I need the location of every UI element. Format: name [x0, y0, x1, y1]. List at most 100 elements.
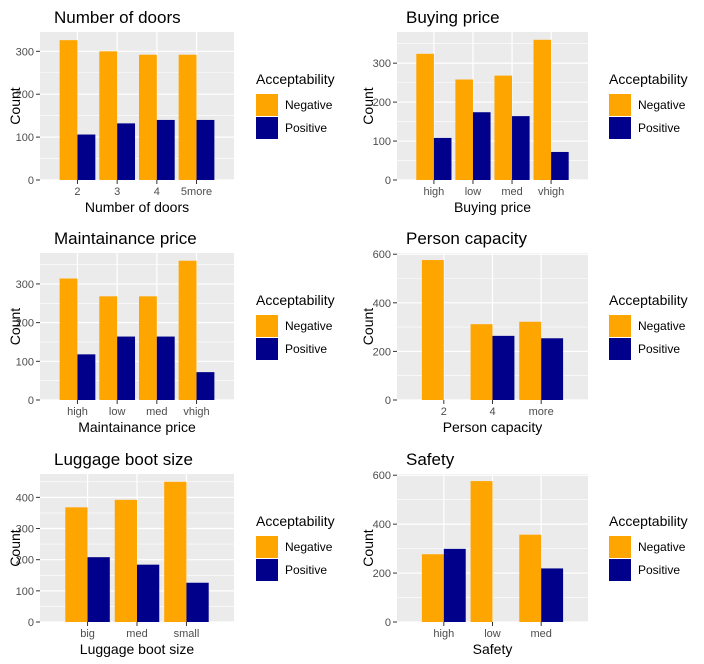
- bar-negative: [421, 260, 444, 400]
- legend: Acceptability Negative Positive: [256, 71, 335, 139]
- y-tick-label: 300: [16, 279, 34, 291]
- y-tick-label: 200: [16, 318, 34, 330]
- x-axis-title: Number of doors: [85, 199, 189, 215]
- bar-negative: [114, 499, 137, 622]
- chart-title: Buying price: [406, 8, 500, 27]
- bar-negative: [519, 534, 542, 622]
- chart-panel: 0 100 200 300 high low med vhigh Buying price Buy…: [360, 8, 688, 215]
- chart-title: Maintainance price: [54, 229, 197, 248]
- x-tick-label: 2: [74, 186, 80, 198]
- legend-key-negative: [256, 315, 278, 337]
- legend-title: Acceptability: [609, 292, 688, 308]
- legend: Acceptability Negative Positive: [256, 513, 335, 581]
- bar-negative: [99, 51, 118, 180]
- bar-negative: [494, 75, 513, 180]
- x-tick-label: high: [423, 186, 444, 198]
- bar-negative: [470, 324, 493, 400]
- legend-key-negative: [256, 536, 278, 558]
- y-tick-label: 0: [28, 617, 34, 629]
- x-tick-label: low: [109, 406, 126, 418]
- legend-label: Negative: [285, 98, 333, 112]
- bar-positive: [156, 119, 175, 180]
- bar-positive: [186, 582, 209, 622]
- y-tick-label: 400: [373, 298, 391, 310]
- bar-positive: [512, 116, 530, 180]
- legend-label: Positive: [638, 563, 680, 577]
- legend-label: Negative: [285, 540, 333, 554]
- y-tick-label: 0: [385, 175, 391, 187]
- legend-title: Acceptability: [256, 292, 335, 308]
- y-tick-label: 100: [16, 132, 34, 144]
- chart-title: Luggage boot size: [54, 450, 193, 469]
- y-tick-label: 0: [28, 175, 34, 187]
- bar-negative: [178, 54, 197, 180]
- bar-positive: [196, 119, 215, 180]
- y-tick-label: 200: [16, 555, 34, 567]
- bar-negative: [59, 40, 78, 180]
- bar-positive: [77, 354, 96, 400]
- bar-positive: [137, 564, 160, 622]
- x-tick-label: 4: [489, 406, 495, 418]
- y-axis-title: Count: [7, 308, 23, 345]
- bar-positive: [87, 557, 110, 622]
- y-tick-label: 200: [373, 568, 391, 580]
- bar-negative: [138, 296, 157, 400]
- bar-positive: [492, 335, 515, 400]
- y-tick-label: 400: [16, 492, 34, 504]
- chart-title: Safety: [406, 450, 455, 469]
- x-axis-title: Buying price: [454, 199, 531, 215]
- x-tick-label: vhigh: [538, 186, 564, 198]
- x-tick-label: small: [174, 628, 200, 640]
- x-tick-label: low: [484, 628, 501, 640]
- chart-panel: 0 200 400 600 high low med Safety Safety Count Acc…: [360, 450, 688, 657]
- x-axis-title: Maintainance price: [78, 419, 196, 435]
- x-axis-title: Person capacity: [443, 419, 543, 435]
- legend-title: Acceptability: [256, 71, 335, 87]
- legend: Acceptability Negative Positive: [609, 513, 688, 581]
- legend-label: Positive: [285, 563, 327, 577]
- legend-label: Negative: [638, 98, 686, 112]
- y-axis-title: Count: [7, 87, 23, 124]
- x-tick-label: 2: [441, 406, 447, 418]
- x-axis-title: Luggage boot size: [80, 641, 195, 657]
- x-tick-label: 4: [154, 186, 160, 198]
- x-tick-label: vhigh: [183, 406, 209, 418]
- legend-key-positive: [609, 117, 631, 139]
- legend-label: Positive: [285, 342, 327, 356]
- x-tick-label: med: [530, 628, 551, 640]
- y-tick-label: 200: [373, 97, 391, 109]
- bar-negative: [59, 278, 78, 400]
- chart-title: Person capacity: [406, 229, 527, 248]
- x-axis-title: Safety: [473, 641, 513, 657]
- legend-title: Acceptability: [609, 71, 688, 87]
- bar-negative: [65, 507, 88, 622]
- x-tick-label: med: [146, 406, 167, 418]
- y-tick-label: 600: [373, 249, 391, 261]
- bar-positive: [117, 336, 136, 400]
- bar-positive: [551, 151, 569, 180]
- legend-label: Negative: [285, 319, 333, 333]
- chart-title: Number of doors: [54, 8, 181, 27]
- x-tick-label: 3: [114, 186, 120, 198]
- x-tick-label: more: [529, 406, 554, 418]
- y-tick-label: 300: [16, 46, 34, 58]
- bar-negative: [416, 53, 434, 180]
- legend-label: Positive: [638, 342, 680, 356]
- legend-label: Positive: [285, 121, 327, 135]
- bar-negative: [164, 481, 187, 622]
- legend-key-negative: [609, 536, 631, 558]
- y-tick-label: 400: [373, 519, 391, 531]
- legend-title: Acceptability: [256, 513, 335, 529]
- y-axis-title: Count: [360, 87, 376, 124]
- legend-key-positive: [256, 117, 278, 139]
- bar-negative: [519, 321, 542, 400]
- bar-negative: [533, 39, 552, 180]
- bar-positive: [77, 134, 96, 180]
- legend-key-negative: [256, 94, 278, 116]
- bar-positive: [117, 123, 136, 180]
- y-tick-label: 0: [385, 617, 391, 629]
